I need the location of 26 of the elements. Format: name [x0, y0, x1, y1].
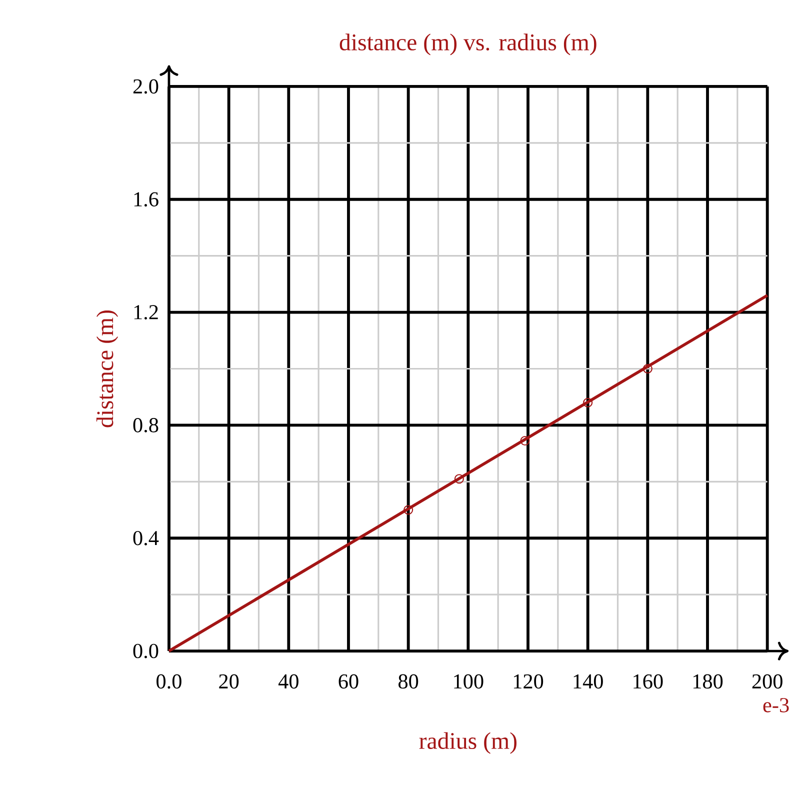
chart-title: distance (m) vs. radius (m) [340, 34, 596, 56]
x-tick-label: 100 [454, 674, 484, 688]
y-tick-label: 0.0 [133, 644, 158, 658]
x-tick-label: 20 [219, 674, 239, 688]
x-tick-label: 80 [398, 674, 418, 688]
point [454, 474, 464, 484]
x-tick-label: 120 [514, 674, 544, 688]
x-tick-label: 180 [693, 674, 723, 688]
y-tick-label: 1.6 [134, 192, 158, 206]
y-axis-title: distance (m) [96, 310, 118, 428]
x-tick-label: 160 [634, 674, 663, 688]
x-tick-label: 0.0 [156, 674, 182, 689]
y-tick-label: 0.8 [133, 418, 158, 432]
y-tick-label: 0.4 [133, 530, 159, 546]
point [642, 364, 652, 374]
y-tick-label: 2.0 [133, 79, 158, 94]
x-tick-label: 60 [338, 674, 358, 688]
point [583, 398, 593, 408]
x-tick-label: 140 [574, 674, 603, 688]
x-axis-title: radius (m) [419, 732, 516, 754]
y-tick-label: 1.2 [134, 305, 158, 320]
x-tick-label: 40 [278, 674, 298, 688]
point [520, 436, 530, 446]
text: e-3 [763, 698, 789, 712]
x-tick-label: 200 [752, 674, 782, 688]
point [404, 505, 414, 515]
